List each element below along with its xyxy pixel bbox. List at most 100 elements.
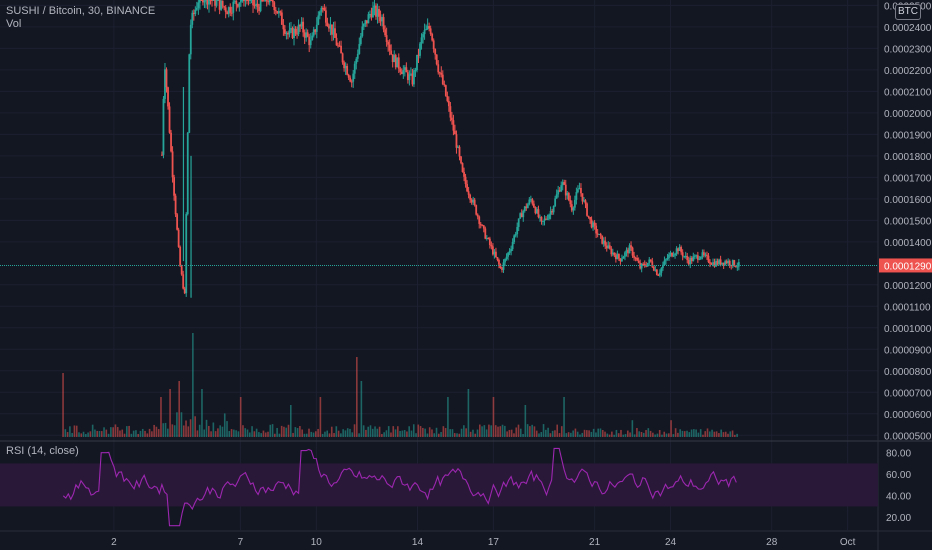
volume-bar [415, 433, 417, 437]
candle-body [334, 28, 336, 38]
volume-bar [130, 433, 133, 437]
volume-bar [706, 428, 709, 437]
candle-body [496, 257, 499, 260]
rsi-tick-label: 60.00 [886, 470, 911, 481]
time-axis[interactable]: 2 7 10 14 17 21 24 28 Oct [111, 537, 856, 548]
candle-body [362, 23, 365, 27]
candle-body [247, 0, 250, 1]
volume-bar [180, 412, 183, 437]
symbol-legend[interactable]: SUSHI / Bitcoin, 30, BINANCE [6, 5, 156, 17]
volume-legend[interactable]: Vol [6, 18, 22, 30]
volume-bar [581, 432, 584, 437]
volume-bar [506, 431, 508, 437]
candle-body [285, 33, 288, 35]
candle-body [660, 267, 663, 273]
candle-body [540, 216, 543, 222]
volume-bar [267, 431, 269, 437]
candle-body [563, 182, 566, 185]
candle-body [680, 247, 683, 253]
candle-body [619, 258, 622, 262]
candle-body [715, 261, 717, 267]
candle-body [725, 261, 728, 264]
volume-bar [499, 426, 502, 437]
candle-body [458, 146, 461, 157]
candle-body [388, 44, 391, 51]
candle-body [683, 256, 686, 258]
volume-bar [654, 434, 656, 437]
candle-body [628, 245, 631, 254]
candle-body [223, 6, 226, 8]
volume-bar [422, 427, 424, 437]
volume-bar [693, 429, 695, 437]
candle-body [206, 0, 209, 5]
candle-body [551, 210, 554, 213]
volume-bar [456, 433, 458, 437]
volume-bar [221, 426, 224, 437]
candle-body [321, 7, 324, 9]
volume-bar [371, 428, 374, 437]
volume-bar [533, 426, 536, 437]
candle-body [311, 35, 314, 41]
volume-bar [182, 425, 185, 437]
candle-body [734, 266, 737, 268]
candle-body [498, 259, 500, 265]
volume-bar [385, 430, 388, 437]
volume-bar [173, 425, 176, 437]
price-axis[interactable]: 0.00025000.00024000.00023000.00022000.00… [879, 1, 932, 442]
volume-bar [85, 433, 87, 437]
volume-bar [98, 430, 101, 437]
candle-body [534, 207, 537, 214]
candle-body [312, 29, 315, 36]
rsi-legend[interactable]: RSI (14, close) [6, 445, 79, 457]
candle-body [297, 24, 300, 34]
price-tick-label: 0.0002400 [884, 23, 932, 34]
volume-bar [556, 424, 559, 437]
candle-body [205, 0, 207, 1]
volume-bar [517, 424, 520, 437]
candle-body [252, 0, 254, 6]
rsi-axis[interactable]: 80.00 60.00 40.00 20.00 [886, 449, 911, 524]
candle-body [525, 206, 528, 209]
currency-badge[interactable]: BTC [895, 4, 921, 20]
volume-bar [141, 428, 144, 437]
candle-body [265, 0, 268, 2]
candle-body [577, 189, 579, 193]
time-tick-label: 21 [589, 537, 601, 548]
candle-body [293, 28, 295, 38]
candle-body [267, 1, 270, 3]
candle-body [416, 54, 418, 71]
volume-bar [301, 429, 303, 437]
candle-body [352, 73, 355, 82]
volume-bar [308, 428, 310, 437]
volume-bar [258, 432, 260, 437]
candle-body [488, 238, 491, 245]
candle-body [276, 11, 279, 14]
candle-body [203, 0, 206, 3]
volume-bar [119, 430, 121, 437]
volume-bar [604, 431, 606, 437]
price-tick-label: 0.0002300 [884, 44, 932, 55]
volume-bar [205, 419, 208, 437]
volume-bar [212, 422, 215, 437]
volume-bar [424, 428, 426, 437]
time-tick-label: 7 [238, 537, 244, 548]
volume-bar [148, 428, 151, 437]
volume-bar [570, 432, 572, 437]
volume-bar [337, 430, 340, 437]
candle-body [220, 0, 223, 10]
candle-body [590, 219, 593, 228]
candle-body [655, 269, 658, 275]
candle-body [663, 260, 666, 265]
candle-body [475, 205, 478, 215]
candle-body [218, 0, 221, 10]
volume-bar [656, 433, 659, 437]
candle-body [379, 16, 382, 22]
volume-bar [198, 424, 201, 437]
volume-bar [321, 433, 324, 437]
volume-bar [157, 429, 160, 437]
candle-body [621, 258, 623, 262]
candle-body [716, 261, 719, 265]
volume-bar [210, 431, 212, 437]
candle-body [598, 233, 601, 235]
